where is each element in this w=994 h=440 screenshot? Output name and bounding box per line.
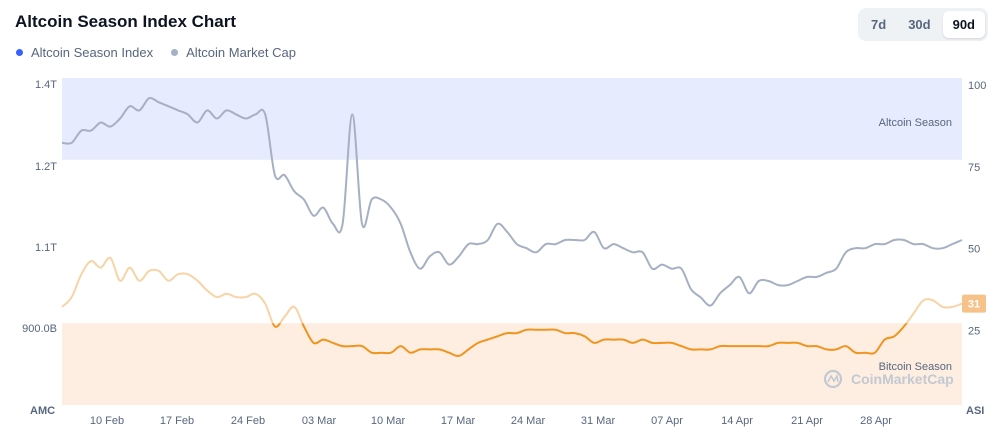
right-axis-tick: 100 — [968, 80, 986, 92]
bitcoin-season-zone — [62, 323, 962, 405]
range-button-30d[interactable]: 30d — [908, 17, 931, 32]
x-axis-tick: 10 Mar — [371, 415, 406, 427]
series-line-altcoin-season-index — [271, 323, 908, 357]
last-value-badge: 31 — [962, 294, 986, 313]
right-axis-tag: ASI — [966, 405, 984, 417]
left-axis-tick: 1.2T — [35, 161, 57, 173]
legend-dot-asi — [16, 49, 23, 56]
x-axis-tick: 14 Apr — [721, 415, 753, 427]
altcoin-season-label: Altcoin Season — [879, 117, 952, 129]
series-line-altcoin-season-index-faded — [61, 256, 963, 324]
x-axis-tick: 10 Feb — [90, 415, 124, 427]
x-axis-tick: 31 Mar — [581, 415, 616, 427]
range-button-7d[interactable]: 7d — [871, 17, 887, 32]
legend-label-asi: Altcoin Season Index — [31, 45, 154, 60]
time-range-selector: 7d 30d 90d — [858, 8, 988, 41]
watermark-text: CoinMarketCap — [851, 371, 954, 387]
legend-item-asi[interactable]: Altcoin Season Index — [16, 45, 153, 60]
x-axis-tick: 24 Feb — [231, 415, 265, 427]
x-axis-tick: 28 Apr — [860, 415, 892, 427]
last-value-text: 31 — [968, 299, 980, 311]
left-axis-tag: AMC — [30, 405, 55, 417]
x-axis-tick: 17 Feb — [160, 415, 194, 427]
x-axis-tick: 07 Apr — [651, 415, 683, 427]
chart-title: Altcoin Season Index Chart — [15, 12, 237, 31]
watermark: CoinMarketCap — [823, 369, 954, 389]
left-axis-tick: 1.4T — [35, 79, 57, 91]
x-axis-tick: 03 Mar — [302, 415, 337, 427]
legend-dot-amc — [171, 49, 179, 56]
series-line-altcoin-market-cap — [61, 96, 963, 307]
x-axis-tick: 21 Apr — [791, 415, 823, 427]
right-axis-tick: 50 — [968, 244, 980, 256]
bitcoin-season-label: Bitcoin Season — [879, 361, 952, 373]
left-axis-tick: 900.0B — [22, 323, 57, 335]
range-button-90d[interactable]: 90d — [942, 11, 985, 38]
chart-legend: Altcoin Season Index Altcoin Market Cap — [16, 45, 296, 60]
coinmarketcap-logo-icon — [823, 369, 843, 389]
legend-label-amc: Altcoin Market Cap — [186, 45, 296, 60]
right-axis-tick: 25 — [968, 325, 980, 337]
altcoin-season-zone — [62, 78, 962, 160]
x-axis-tick: 17 Mar — [441, 415, 476, 427]
left-axis-tick: 1.1T — [35, 242, 57, 254]
legend-item-amc[interactable]: Altcoin Market Cap — [171, 45, 296, 60]
x-axis-tick: 24 Mar — [511, 415, 546, 427]
logo-mark-icon — [827, 373, 839, 383]
right-axis-tick: 75 — [968, 162, 980, 174]
